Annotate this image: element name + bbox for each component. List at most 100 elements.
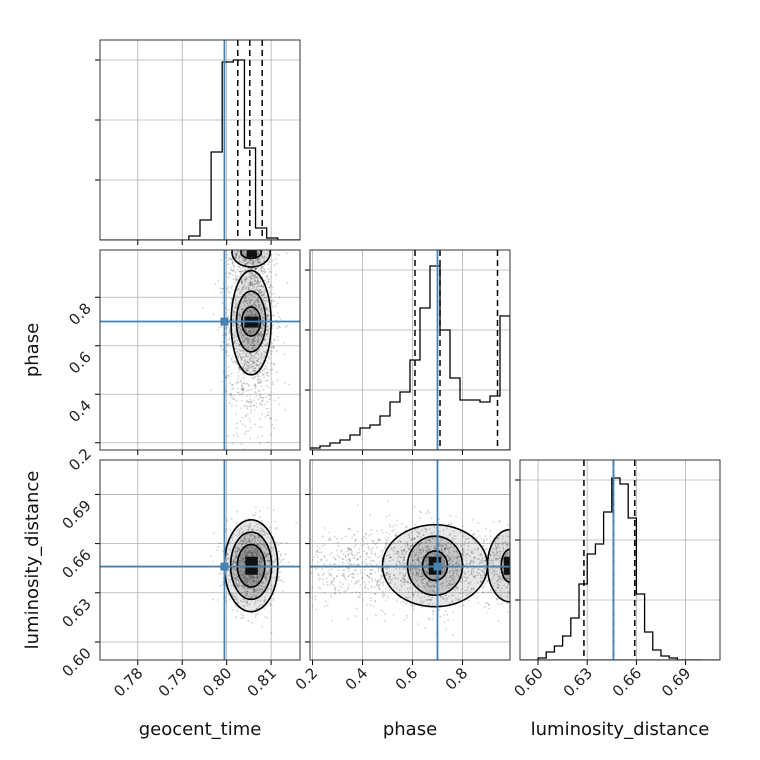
sample-point <box>440 583 442 585</box>
sample-point <box>453 572 456 575</box>
sample-point <box>257 579 260 582</box>
sample-point <box>266 507 269 510</box>
sample-point <box>246 578 248 580</box>
sample-point <box>238 584 241 587</box>
sample-point <box>233 306 236 308</box>
sample-point <box>237 548 240 550</box>
sample-point <box>243 561 246 564</box>
sample-point <box>260 295 263 297</box>
sample-point <box>259 588 261 591</box>
sample-point <box>249 409 252 412</box>
sample-point <box>261 269 263 272</box>
sample-point <box>260 289 263 291</box>
sample-point <box>350 580 353 583</box>
sample-point <box>245 430 248 433</box>
sample-point <box>249 352 252 355</box>
panel-hist-geocent_time <box>95 39 301 245</box>
sample-point <box>426 549 428 552</box>
sample-point <box>260 590 263 593</box>
sample-point <box>426 557 428 560</box>
sample-point <box>244 258 247 261</box>
sample-point <box>261 335 263 338</box>
sample-point <box>251 550 254 552</box>
sample-point <box>413 551 416 554</box>
sample-point <box>240 443 243 446</box>
sample-point <box>346 618 349 620</box>
sample-point <box>340 549 343 551</box>
sample-point <box>506 551 509 554</box>
sample-point <box>405 596 408 598</box>
sample-point <box>246 580 249 583</box>
sample-point <box>448 582 450 585</box>
sample-point <box>396 552 398 555</box>
sample-point <box>225 530 227 532</box>
sample-point <box>447 547 450 550</box>
sample-point <box>243 356 246 358</box>
sample-point <box>371 580 374 582</box>
sample-point <box>431 585 434 587</box>
sample-point <box>252 327 255 330</box>
sample-point <box>443 550 446 552</box>
sample-point <box>483 567 485 570</box>
sample-point <box>411 572 413 575</box>
sample-point <box>353 583 356 585</box>
sample-point <box>241 560 243 562</box>
sample-point <box>234 255 237 258</box>
sample-point <box>243 579 245 582</box>
sample-point <box>237 323 240 326</box>
sample-point <box>251 539 254 541</box>
sample-point <box>261 571 264 574</box>
sample-point <box>441 582 444 585</box>
sample-point <box>403 575 406 578</box>
sample-point <box>247 540 250 543</box>
sample-point <box>253 309 256 312</box>
sample-point <box>246 602 249 604</box>
sample-point <box>434 547 437 550</box>
sample-point <box>276 527 278 529</box>
sample-point <box>247 315 250 317</box>
sample-point <box>425 550 428 553</box>
sample-point <box>359 569 362 571</box>
sample-point <box>418 554 420 556</box>
sample-point <box>259 584 261 586</box>
sample-point <box>254 362 257 364</box>
sample-point <box>471 588 473 591</box>
sample-point <box>235 568 237 570</box>
sample-point <box>235 256 238 259</box>
sample-point <box>248 261 251 264</box>
sample-point <box>225 256 227 259</box>
sample-point <box>255 288 258 291</box>
sample-point <box>235 593 238 595</box>
sample-point <box>261 559 264 562</box>
sample-point <box>249 344 252 346</box>
sample-point <box>242 614 245 617</box>
sample-point <box>244 579 247 581</box>
sample-point <box>238 561 241 564</box>
sample-point <box>435 575 437 578</box>
sample-point <box>237 529 240 531</box>
sample-point <box>238 257 241 259</box>
sample-point <box>459 531 462 534</box>
sample-point <box>370 586 373 589</box>
sample-point <box>409 545 412 548</box>
sample-point <box>255 395 257 398</box>
sample-point <box>361 562 364 564</box>
sample-point <box>247 314 250 317</box>
sample-point <box>443 570 446 572</box>
sample-point <box>434 578 436 581</box>
sample-point <box>259 356 262 359</box>
sample-point <box>247 330 250 333</box>
sample-point <box>343 575 346 578</box>
sample-point <box>431 590 434 593</box>
sample-point <box>368 534 371 537</box>
sample-point <box>252 576 255 578</box>
sample-point <box>243 334 246 337</box>
sample-point <box>247 337 250 340</box>
sample-point <box>330 581 332 584</box>
sample-point <box>266 281 268 284</box>
sample-point <box>389 557 392 559</box>
sample-point <box>373 542 375 545</box>
sample-point <box>242 616 244 619</box>
sample-point <box>426 581 428 584</box>
sample-point <box>386 595 389 597</box>
